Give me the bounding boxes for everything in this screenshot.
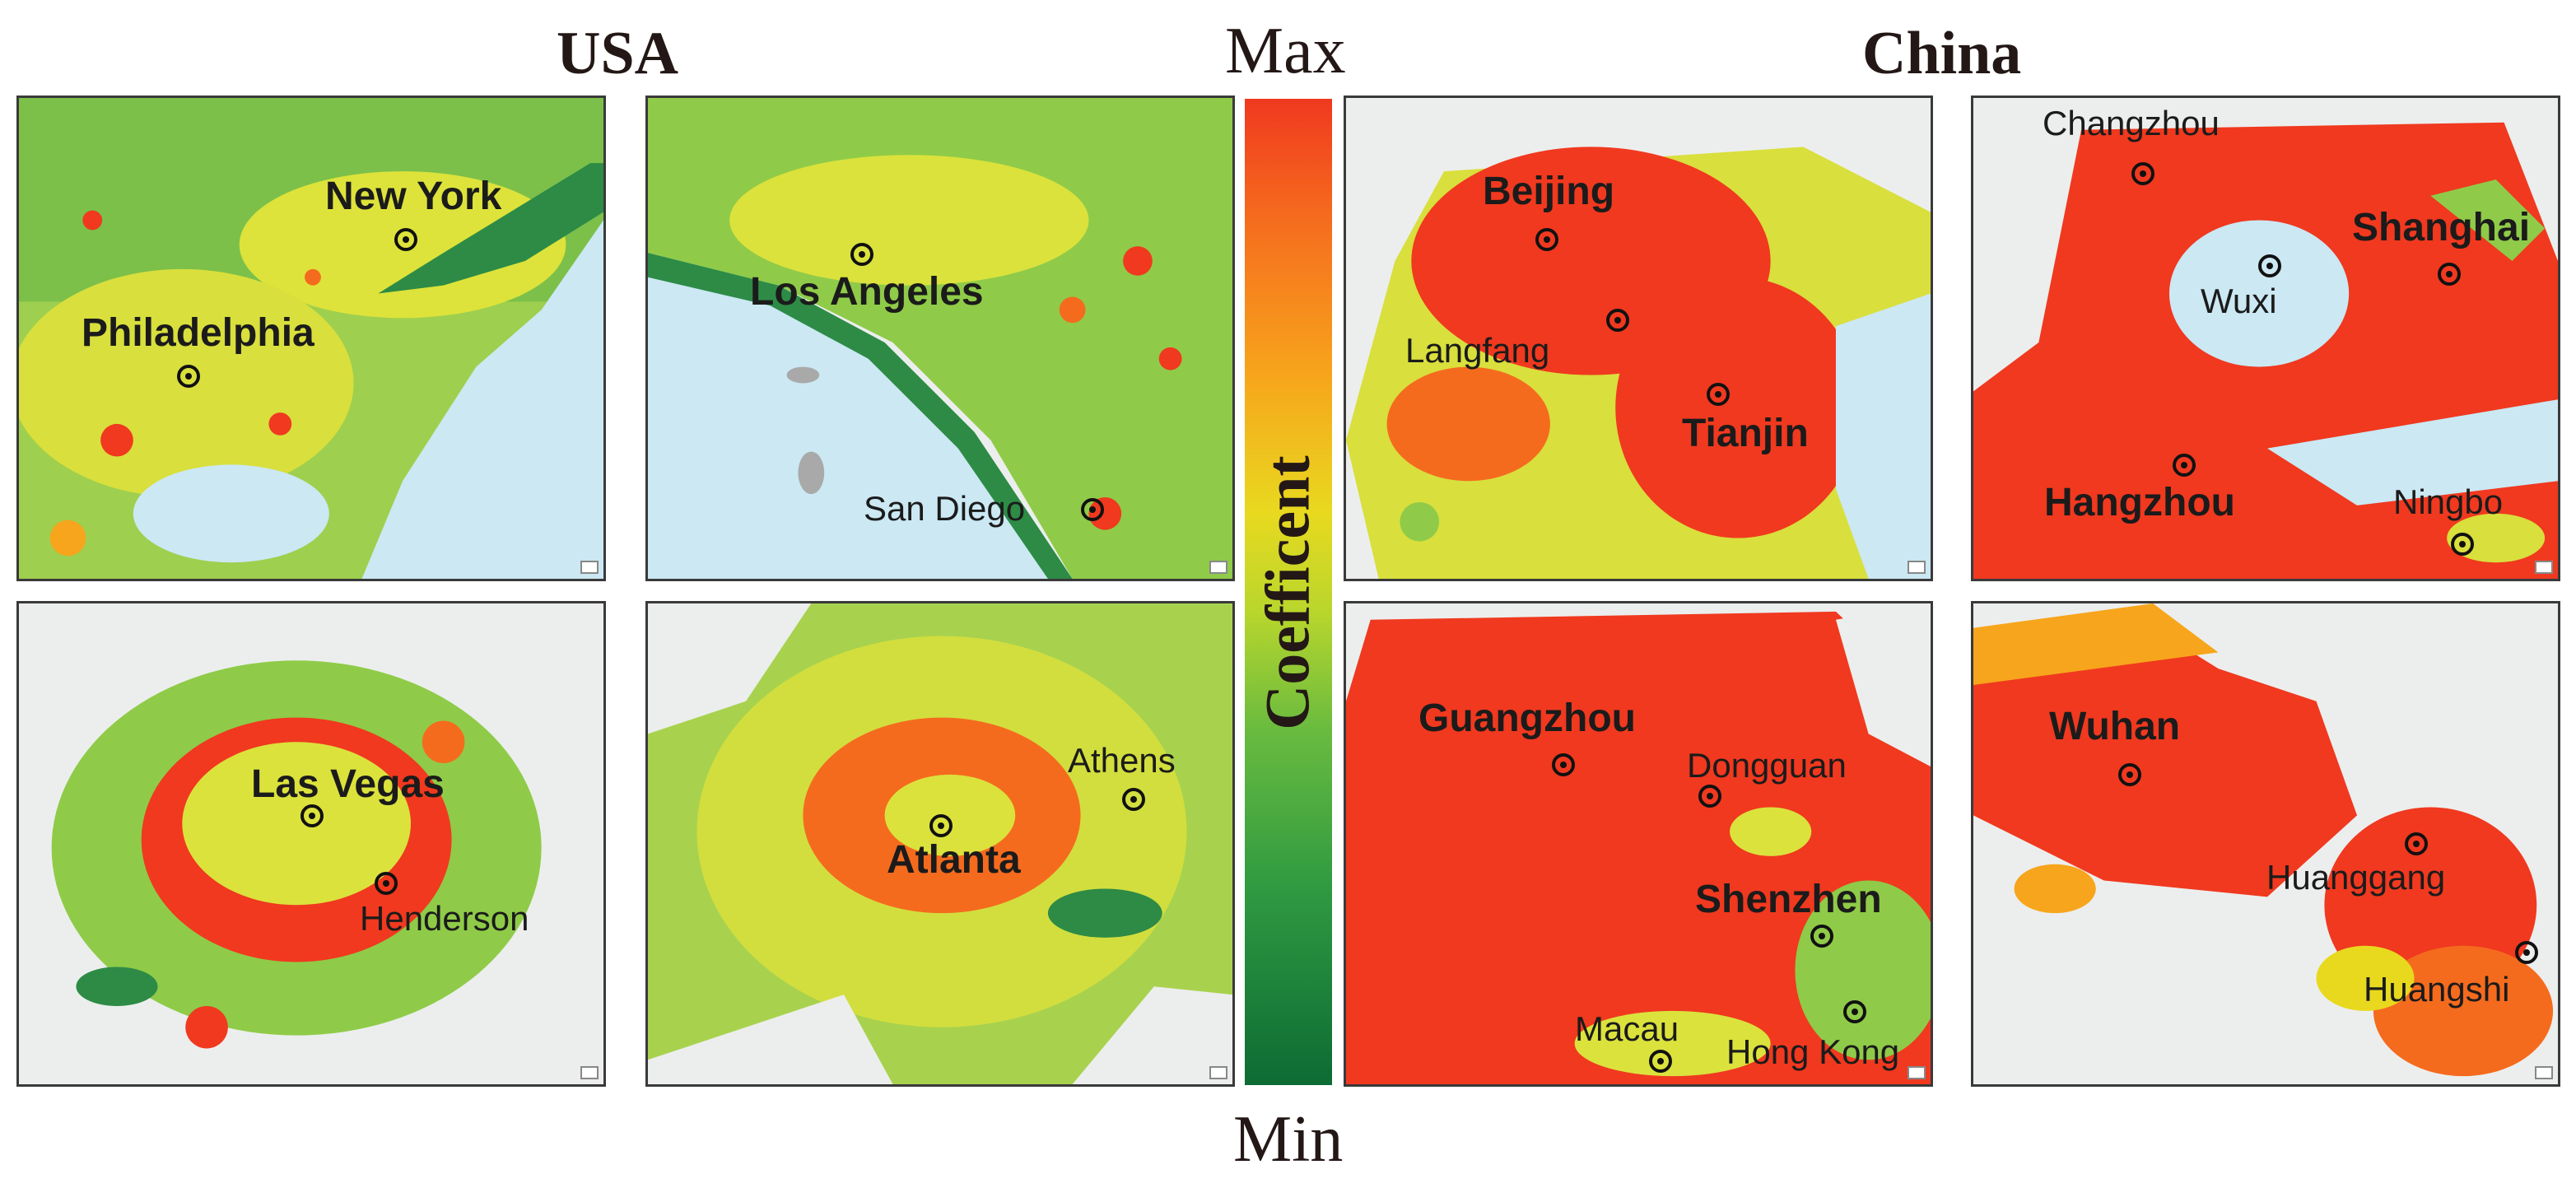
- map-attribution-icon: [2535, 1066, 2553, 1079]
- city-label-macau: Macau: [1575, 1009, 1679, 1048]
- city-label-tianjin: Tianjin: [1682, 412, 1809, 455]
- city-label-shenzhen: Shenzhen: [1695, 878, 1882, 921]
- city-marker: [850, 243, 873, 266]
- city-label-henderson: Henderson: [360, 899, 529, 938]
- city-label-hong-kong: Hong Kong: [1726, 1032, 1900, 1071]
- city-marker: [2405, 832, 2428, 855]
- city-marker: [2258, 254, 2281, 277]
- map-attribution-icon: [580, 1066, 599, 1079]
- city-marker: [2131, 162, 2154, 185]
- map-panel-las-vegas: Las Vegas Henderson: [16, 601, 606, 1087]
- city-label-philadelphia: Philadelphia: [82, 311, 314, 355]
- map-attribution-icon: [1908, 561, 1926, 574]
- city-label-las-vegas: Las Vegas: [251, 762, 445, 806]
- city-marker: [1810, 925, 1833, 948]
- city-marker: [929, 814, 953, 837]
- city-label-changzhou: Changzhou: [2043, 104, 2220, 142]
- map-heatmap: [1973, 603, 2558, 1084]
- city-label-hangzhou: Hangzhou: [2044, 481, 2235, 524]
- city-label-los-angeles: Los Angeles: [750, 270, 984, 314]
- city-label-langfang: Langfang: [1405, 331, 1550, 370]
- city-marker: [2451, 533, 2474, 556]
- map-heatmap: [19, 98, 603, 579]
- city-marker: [177, 365, 200, 388]
- map-heatmap: [1973, 98, 2558, 579]
- map-attribution-icon: [1209, 561, 1227, 574]
- map-panel-new-york-philadelphia: New York Philadelphia: [16, 96, 606, 581]
- city-marker: [1535, 228, 1558, 251]
- map-panel-atlanta: Atlanta Athens: [645, 601, 1235, 1087]
- map-attribution-icon: [1209, 1066, 1227, 1079]
- map-attribution-icon: [2535, 561, 2553, 574]
- city-marker: [375, 872, 398, 895]
- map-heatmap: [1346, 603, 1931, 1084]
- city-label-huanggang: Huanggang: [2266, 858, 2446, 897]
- usa-heading: USA: [557, 20, 679, 87]
- map-heatmap: [1346, 98, 1931, 579]
- city-label-ningbo: Ningbo: [2393, 482, 2504, 521]
- city-marker: [394, 228, 417, 251]
- map-panel-los-angeles-san-diego: Los Angeles San Diego: [645, 96, 1235, 581]
- city-marker: [2173, 454, 2196, 477]
- city-marker: [1606, 309, 1629, 332]
- map-panel-guangzhou-shenzhen: Guangzhou Dongguan Shenzhen Macau Hong K…: [1344, 601, 1933, 1087]
- city-marker: [1122, 788, 1145, 811]
- city-marker: [2118, 763, 2141, 786]
- map-panel-shanghai: Changzhou Wuxi Shanghai Hangzhou Ningbo: [1971, 96, 2560, 581]
- city-label-beijing: Beijing: [1483, 170, 1615, 213]
- city-marker: [2515, 941, 2538, 964]
- map-heatmap: [648, 98, 1232, 579]
- china-heading: China: [1862, 20, 2022, 87]
- city-label-san-diego: San Diego: [864, 489, 1026, 528]
- city-marker: [1698, 785, 1721, 808]
- city-label-wuxi: Wuxi: [2201, 282, 2277, 320]
- city-label-wuhan: Wuhan: [2049, 705, 2181, 748]
- city-marker: [1707, 383, 1730, 406]
- city-marker: [1552, 753, 1575, 776]
- city-marker: [1843, 1000, 1866, 1023]
- legend-max-label: Max: [1225, 15, 1346, 87]
- city-marker: [300, 804, 324, 827]
- map-attribution-icon: [580, 561, 599, 574]
- city-marker: [2438, 263, 2461, 286]
- map-heatmap: [19, 603, 603, 1084]
- map-heatmap: [648, 603, 1232, 1084]
- map-attribution-icon: [1908, 1066, 1926, 1079]
- city-label-guangzhou: Guangzhou: [1418, 696, 1636, 740]
- city-label-shanghai: Shanghai: [2352, 206, 2531, 249]
- city-label-atlanta: Atlanta: [887, 838, 1021, 882]
- city-label-huangshi: Huangshi: [2364, 970, 2510, 1009]
- map-panel-beijing-tianjin: Beijing Langfang Tianjin: [1344, 96, 1933, 581]
- city-marker: [1649, 1050, 1672, 1073]
- coefficient-color-scale: [1245, 99, 1332, 1085]
- city-label-new-york: New York: [325, 175, 502, 218]
- city-label-athens: Athens: [1068, 741, 1176, 780]
- city-label-dongguan: Dongguan: [1687, 746, 1847, 785]
- legend-axis-label: Coefficent: [1253, 455, 1323, 730]
- legend-min-label: Min: [1233, 1103, 1344, 1176]
- city-marker: [1081, 498, 1104, 521]
- map-panel-wuhan: Wuhan Huanggang Huangshi: [1971, 601, 2560, 1087]
